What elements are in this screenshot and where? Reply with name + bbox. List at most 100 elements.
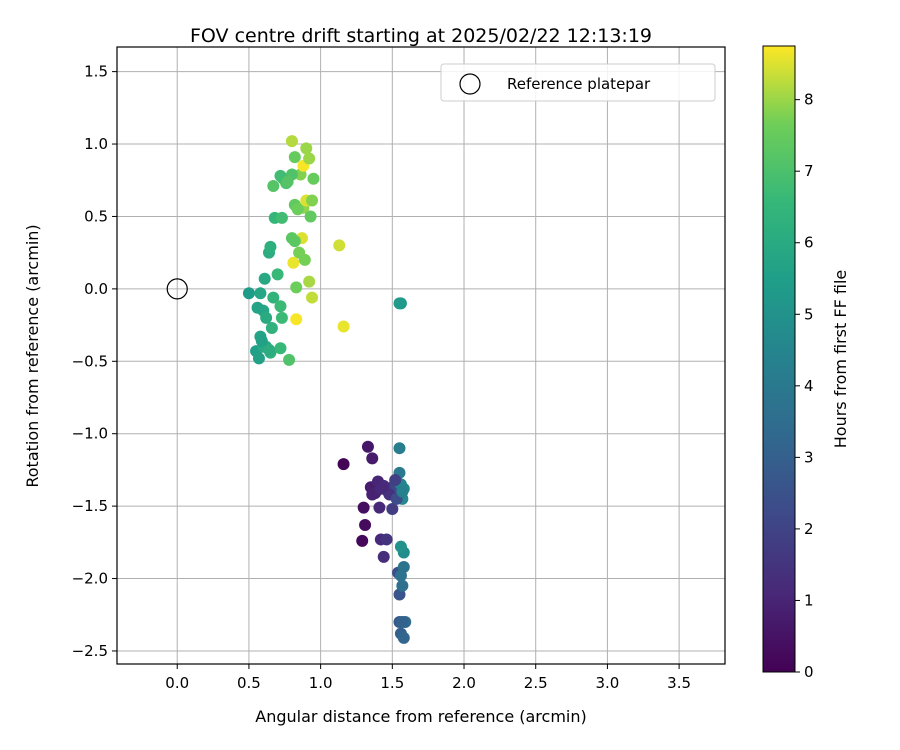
colorbar-label: Hours from first FF file bbox=[831, 270, 850, 449]
plot-frame bbox=[116, 46, 726, 665]
colorbar-gradient bbox=[762, 45, 796, 673]
data-point bbox=[275, 311, 288, 324]
data-point bbox=[290, 313, 303, 326]
chart-title: FOV centre drift starting at 2025/02/22 … bbox=[190, 25, 652, 47]
legend-reference-marker bbox=[459, 73, 481, 95]
colorbar-tick-label: 8 bbox=[804, 91, 814, 109]
data-point bbox=[242, 287, 255, 300]
legend-box bbox=[440, 63, 716, 102]
data-point bbox=[291, 203, 304, 216]
data-point bbox=[357, 501, 370, 514]
data-point bbox=[393, 297, 406, 310]
data-point bbox=[396, 615, 409, 628]
data-point bbox=[337, 320, 350, 333]
data-point bbox=[300, 142, 313, 155]
y-tick-label: −0.5 bbox=[72, 352, 108, 370]
data-point bbox=[389, 474, 402, 487]
colorbar: 0 1 2 3 4 5 6 7 8 Hours from first FF file bbox=[762, 45, 850, 681]
x-tick-label: 0.5 bbox=[237, 674, 261, 692]
data-point bbox=[386, 503, 399, 516]
reference-marker bbox=[166, 278, 188, 300]
data-point bbox=[373, 501, 386, 514]
data-point bbox=[380, 533, 393, 546]
y-axis-label: Rotation from reference (arcmin) bbox=[23, 224, 42, 487]
x-tick-label: 3.5 bbox=[667, 674, 691, 692]
x-tick-label: 2.5 bbox=[524, 674, 548, 692]
data-point bbox=[285, 135, 298, 148]
data-point bbox=[333, 239, 346, 252]
data-point bbox=[396, 579, 409, 592]
data-point bbox=[252, 352, 265, 365]
data-point bbox=[290, 281, 303, 294]
data-point bbox=[255, 335, 268, 348]
data-point bbox=[307, 172, 320, 185]
data-point bbox=[337, 458, 350, 471]
x-axis-label: Angular distance from reference (arcmin) bbox=[255, 707, 586, 726]
colorbar-ticks: 0 1 2 3 4 5 6 7 8 bbox=[795, 91, 814, 681]
data-point bbox=[298, 253, 311, 266]
colorbar-tick-label: 6 bbox=[804, 234, 814, 252]
data-point bbox=[274, 300, 287, 313]
data-point bbox=[377, 550, 390, 563]
data-point bbox=[288, 151, 301, 164]
x-tick-label: 2.0 bbox=[452, 674, 476, 692]
data-point bbox=[374, 482, 387, 495]
data-point bbox=[361, 440, 374, 453]
y-tick-label: −2.5 bbox=[72, 642, 108, 660]
data-point bbox=[304, 210, 317, 223]
data-point bbox=[275, 211, 288, 224]
data-point bbox=[258, 272, 271, 285]
data-point bbox=[267, 180, 280, 193]
data-point bbox=[359, 518, 372, 531]
data-point bbox=[274, 342, 287, 355]
data-point bbox=[263, 343, 275, 356]
y-tick-label: 1.5 bbox=[84, 63, 108, 81]
colorbar-tick-label: 5 bbox=[804, 305, 814, 323]
x-tick-label: 3.0 bbox=[595, 674, 619, 692]
x-tick-label: 0.0 bbox=[165, 674, 189, 692]
colorbar-tick-label: 0 bbox=[804, 663, 814, 681]
y-tick-label: 0.0 bbox=[84, 280, 108, 298]
data-point bbox=[265, 321, 278, 334]
colorbar-tick-label: 2 bbox=[804, 520, 814, 538]
data-point bbox=[271, 268, 284, 281]
y-tick-label: 1.0 bbox=[84, 135, 108, 153]
y-tick-label: −1.0 bbox=[72, 425, 108, 443]
data-point bbox=[303, 275, 316, 288]
data-point bbox=[267, 291, 280, 304]
data-point bbox=[251, 301, 264, 314]
data-point bbox=[254, 287, 267, 300]
data-point bbox=[260, 311, 273, 324]
legend: Reference platepar bbox=[440, 63, 716, 102]
gridlines bbox=[117, 47, 725, 664]
data-points bbox=[242, 135, 412, 644]
colorbar-tick-label: 3 bbox=[804, 448, 814, 466]
data-point bbox=[306, 291, 319, 304]
data-point bbox=[287, 256, 300, 269]
data-point bbox=[366, 452, 379, 465]
data-point bbox=[264, 240, 277, 253]
y-tick-label: −2.0 bbox=[72, 570, 108, 588]
y-tick-labels: 1.5 1.0 0.5 0.0 −0.5 −1.0 −1.5 −2.0 −2.5 bbox=[72, 63, 117, 660]
colorbar-tick-label: 7 bbox=[804, 162, 814, 180]
data-point bbox=[281, 175, 294, 188]
x-tick-label: 1.5 bbox=[380, 674, 404, 692]
data-point bbox=[356, 534, 369, 547]
data-point bbox=[393, 442, 406, 455]
legend-entry-reference: Reference platepar bbox=[507, 75, 651, 93]
colorbar-tick-label: 4 bbox=[804, 377, 814, 395]
data-point bbox=[303, 152, 316, 165]
x-tick-labels: 0.0 0.5 1.0 1.5 2.0 2.5 3.0 3.5 bbox=[165, 664, 691, 692]
data-point bbox=[306, 194, 319, 207]
x-tick-label: 1.0 bbox=[309, 674, 333, 692]
data-point bbox=[288, 235, 301, 248]
data-point bbox=[394, 569, 407, 582]
data-point bbox=[366, 488, 379, 501]
data-point bbox=[283, 353, 296, 366]
data-point bbox=[397, 631, 410, 644]
y-tick-label: 0.5 bbox=[84, 207, 108, 225]
data-point bbox=[396, 485, 409, 498]
colorbar-tick-label: 1 bbox=[804, 591, 814, 609]
y-tick-label: −1.5 bbox=[72, 497, 108, 515]
